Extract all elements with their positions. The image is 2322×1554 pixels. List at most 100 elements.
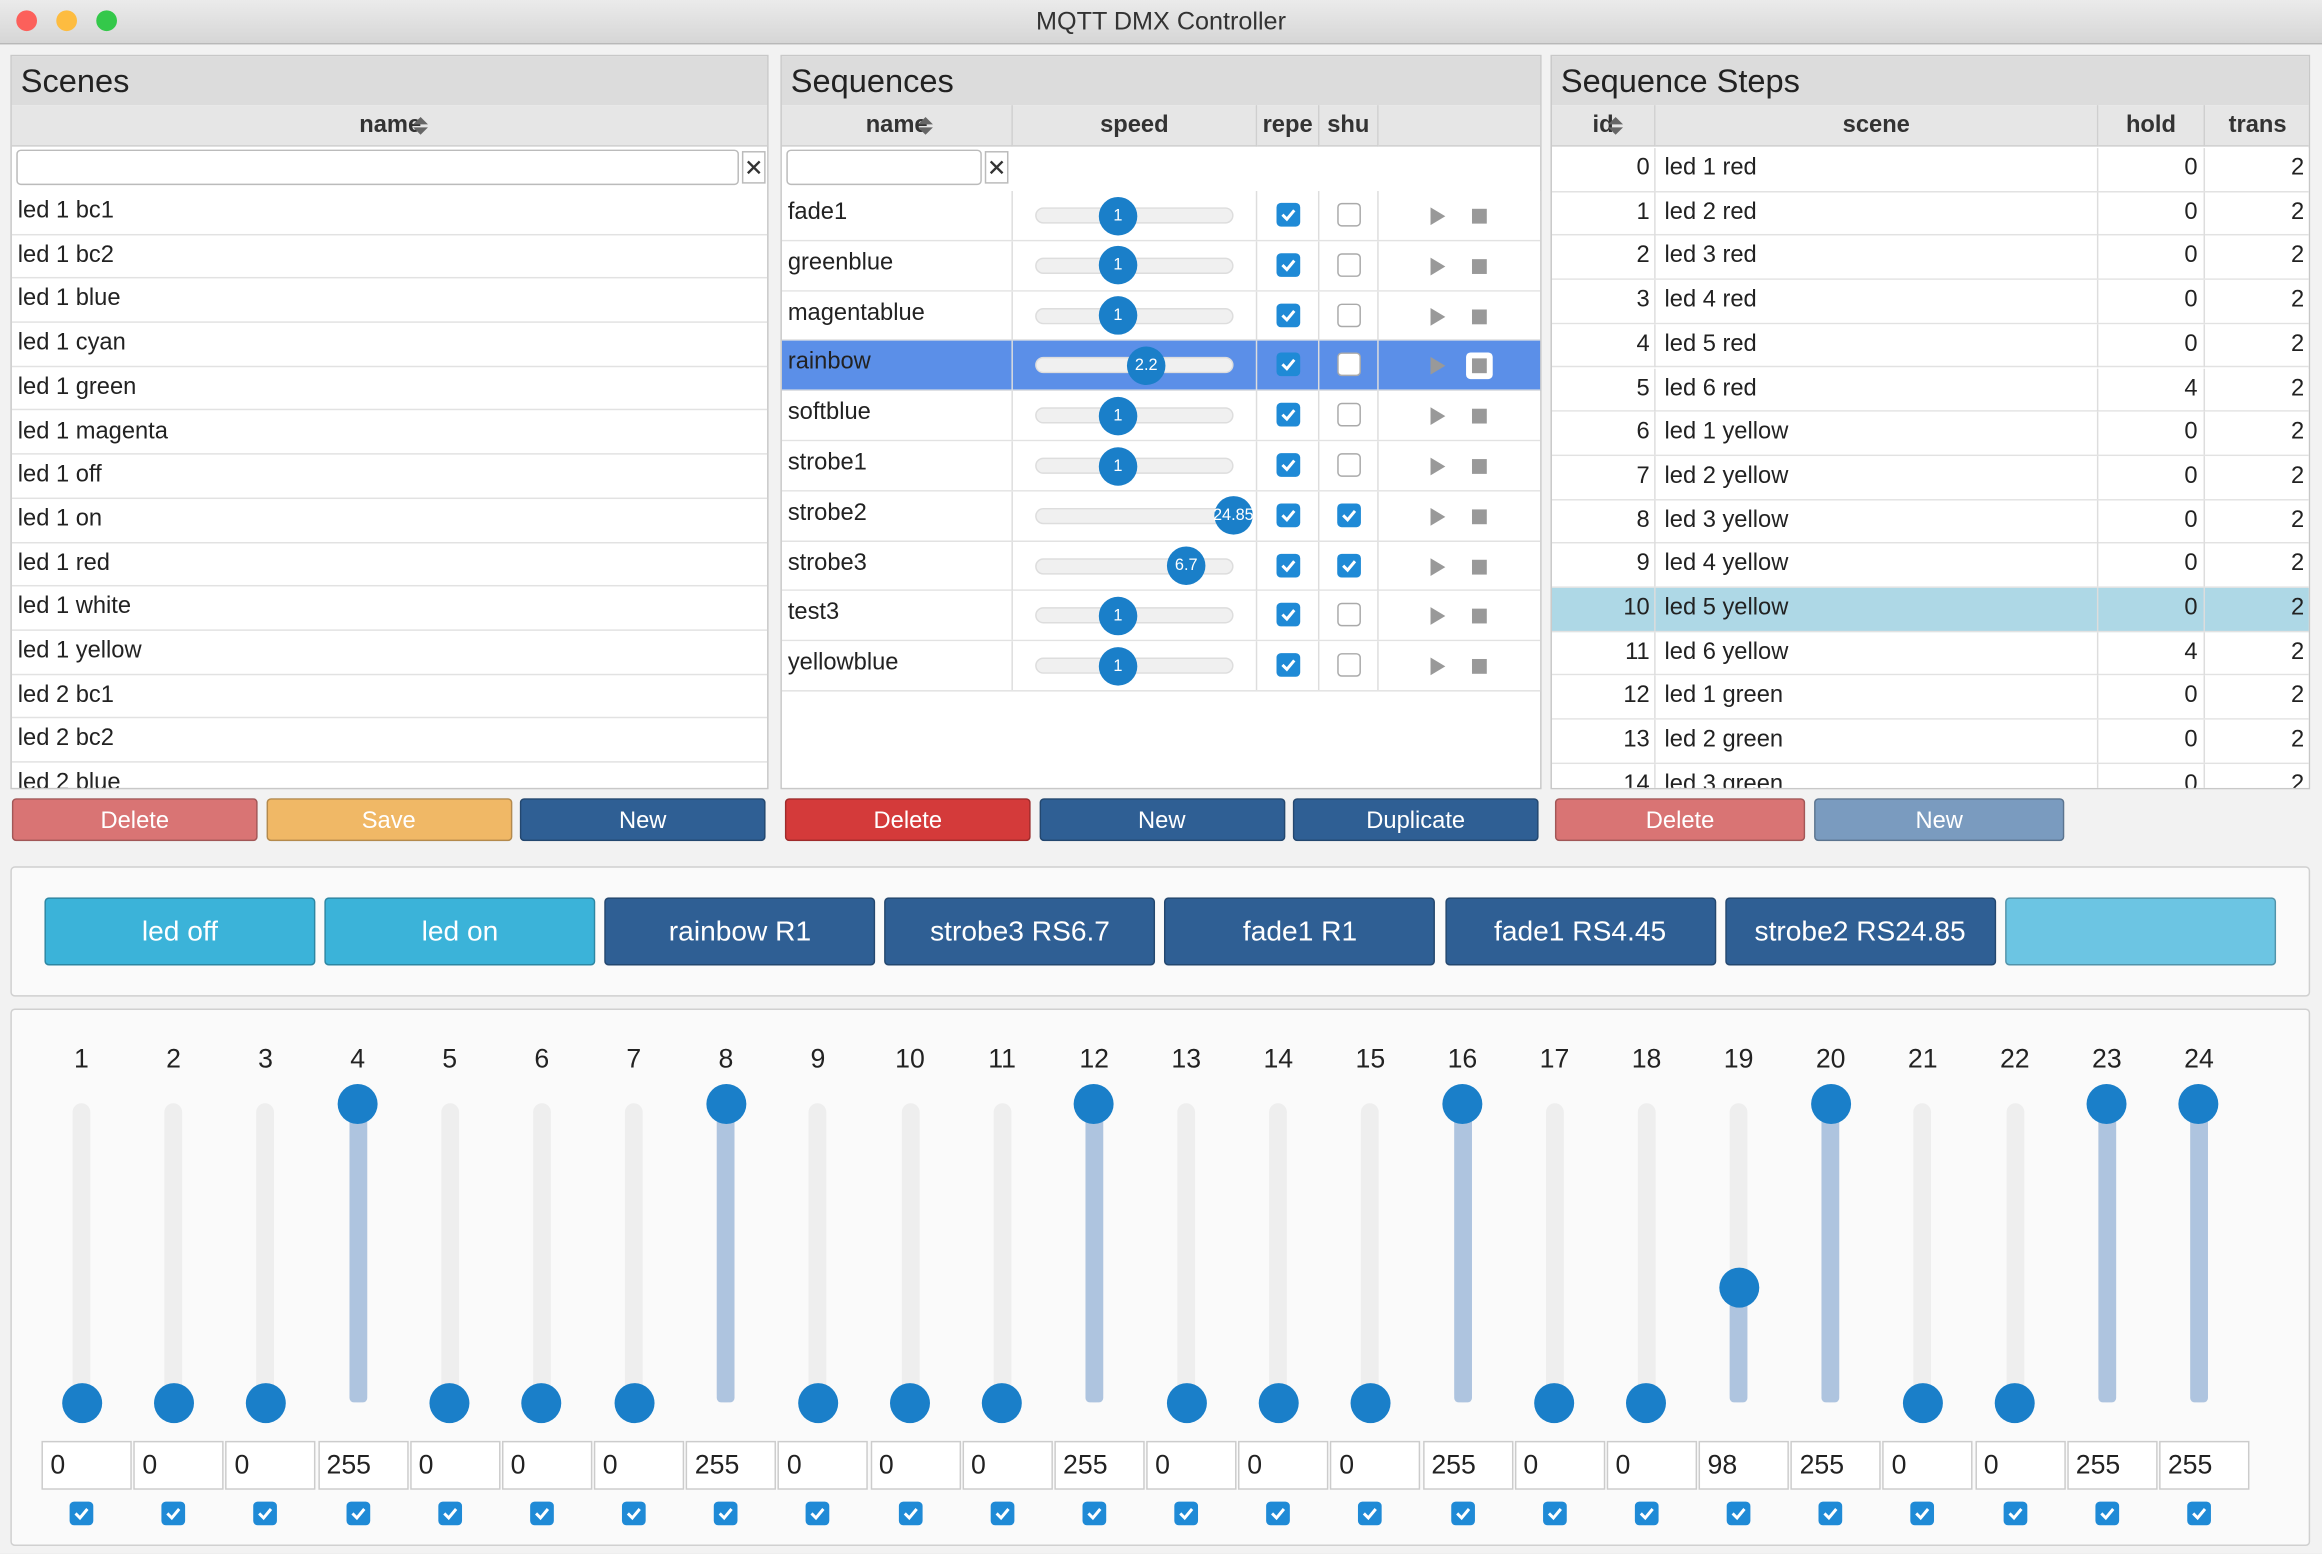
channel-thumb[interactable] (61, 1382, 102, 1423)
checkbox[interactable] (1337, 252, 1361, 277)
channel-value-input[interactable]: 255 (2158, 1440, 2250, 1490)
button[interactable]: led off (44, 897, 316, 966)
list-row[interactable]: led 1 red (11, 543, 768, 587)
table-row[interactable]: 5 led 6 red 4 2 (1551, 367, 2309, 412)
stop-button[interactable] (1466, 603, 1493, 630)
checkbox[interactable] (437, 1501, 462, 1526)
channel-track[interactable] (993, 1103, 1011, 1403)
checkbox[interactable] (621, 1501, 646, 1526)
slider-thumb[interactable]: 2.2 (1126, 346, 1166, 385)
table-row[interactable]: 9 led 4 yellow 0 2 (1551, 543, 2309, 588)
checkbox[interactable] (1276, 252, 1301, 277)
stop-button[interactable] (1466, 303, 1493, 330)
channel-thumb[interactable] (613, 1382, 654, 1423)
channel-thumb[interactable] (521, 1382, 562, 1423)
channel-track[interactable] (624, 1103, 643, 1403)
checkbox[interactable] (1358, 1501, 1383, 1526)
checkbox[interactable] (1726, 1501, 1751, 1526)
window-control[interactable] (96, 10, 117, 32)
checkbox[interactable] (1337, 503, 1361, 527)
checkbox[interactable] (990, 1501, 1014, 1526)
checkbox[interactable] (1276, 503, 1301, 527)
checkbox[interactable] (1276, 603, 1301, 627)
play-button[interactable] (1423, 603, 1450, 630)
channel-value-input[interactable]: 0 (133, 1440, 224, 1490)
stop-button[interactable] (1466, 653, 1493, 680)
checkbox[interactable] (253, 1501, 278, 1526)
channel-value-input[interactable]: 0 (1238, 1440, 1329, 1490)
channel-thumb[interactable] (797, 1382, 838, 1423)
list-row[interactable]: led 1 cyan (11, 323, 768, 367)
channel-track[interactable] (901, 1103, 919, 1403)
button[interactable]: Delete (11, 798, 258, 842)
checkbox[interactable] (806, 1501, 830, 1526)
button[interactable]: New (519, 798, 766, 842)
checkbox[interactable] (714, 1501, 738, 1526)
slider-thumb[interactable]: 1 (1098, 296, 1138, 335)
channel-value-input[interactable]: 255 (1790, 1440, 1882, 1490)
button[interactable]: strobe2 RS24.85 (1724, 897, 1996, 966)
checkbox[interactable] (1337, 653, 1361, 678)
table-row[interactable]: magentablue 1 (781, 291, 1541, 342)
checkbox[interactable] (69, 1501, 94, 1526)
channel-track[interactable] (1545, 1103, 1564, 1403)
stop-button[interactable] (1466, 403, 1493, 430)
channel-thumb[interactable] (1350, 1382, 1391, 1423)
table-row[interactable]: 3 led 4 red 0 2 (1551, 280, 2309, 324)
table-row[interactable]: 6 led 1 yellow 0 2 (1551, 411, 2309, 456)
slider-thumb[interactable]: 1 (1098, 196, 1138, 235)
channel-value-input[interactable]: 0 (41, 1440, 132, 1490)
column-header[interactable]: trans (2205, 105, 2309, 147)
checkbox[interactable] (1337, 453, 1361, 477)
channel-value-input[interactable]: 0 (1330, 1440, 1421, 1490)
checkbox[interactable] (345, 1501, 370, 1526)
table-row[interactable]: greenblue 1 (781, 241, 1541, 292)
table-row[interactable]: test3 1 (781, 591, 1541, 642)
column-header[interactable]: repe (1257, 105, 1320, 147)
checkbox[interactable] (1276, 202, 1301, 227)
table-row[interactable]: strobe3 6.7 (781, 541, 1541, 592)
list-row[interactable]: led 1 white (11, 587, 768, 631)
channel-track[interactable] (809, 1103, 827, 1403)
table-row[interactable]: 0 led 1 red 0 2 (1551, 148, 2309, 193)
channel-thumb[interactable] (982, 1382, 1023, 1423)
checkbox[interactable] (1337, 553, 1361, 577)
channel-track[interactable] (164, 1103, 183, 1403)
table-row[interactable]: 11 led 6 yellow 4 2 (1551, 631, 2309, 676)
channel-track[interactable] (440, 1103, 459, 1403)
button[interactable]: fade1 RS4.45 (1444, 897, 1716, 966)
checkbox[interactable] (1337, 202, 1361, 227)
stop-button[interactable] (1466, 453, 1493, 480)
channel-value-input[interactable]: 0 (777, 1440, 869, 1490)
list-row[interactable]: led 2 bc2 (11, 719, 768, 763)
channel-value-input[interactable]: 255 (317, 1440, 408, 1490)
window-control[interactable] (56, 10, 78, 32)
table-row[interactable]: fade1 1 (781, 191, 1541, 242)
channel-thumb[interactable] (2086, 1083, 2127, 1124)
column-header[interactable]: id (1551, 105, 1656, 147)
slider-thumb[interactable]: 1 (1098, 646, 1138, 686)
channel-value-input[interactable]: 255 (1422, 1440, 1513, 1490)
channel-value-input[interactable]: 0 (1974, 1440, 2066, 1490)
filter-input[interactable] (16, 149, 739, 186)
slider-thumb[interactable]: 1 (1098, 396, 1138, 435)
channel-thumb[interactable] (705, 1083, 746, 1124)
checkbox[interactable] (1337, 603, 1361, 627)
checkbox[interactable] (529, 1501, 554, 1526)
stop-button[interactable] (1466, 253, 1493, 280)
table-row[interactable]: strobe2 24.85 (781, 491, 1541, 542)
channel-track[interactable] (1177, 1103, 1196, 1403)
channel-track[interactable] (1361, 1103, 1380, 1403)
play-button[interactable] (1423, 653, 1450, 680)
play-button[interactable] (1423, 453, 1450, 480)
list-row[interactable]: led 1 bc1 (11, 191, 768, 235)
column-header[interactable]: name (781, 105, 1013, 147)
checkbox[interactable] (1542, 1501, 1567, 1526)
channel-value-input[interactable]: 0 (593, 1440, 685, 1490)
checkbox[interactable] (1634, 1501, 1659, 1526)
channel-value-input[interactable]: 0 (1514, 1440, 1605, 1490)
table-row[interactable]: 7 led 2 yellow 0 2 (1551, 455, 2309, 500)
table-row[interactable]: strobe1 1 (781, 441, 1541, 492)
checkbox[interactable] (1174, 1501, 1199, 1526)
checkbox[interactable] (1082, 1501, 1107, 1526)
